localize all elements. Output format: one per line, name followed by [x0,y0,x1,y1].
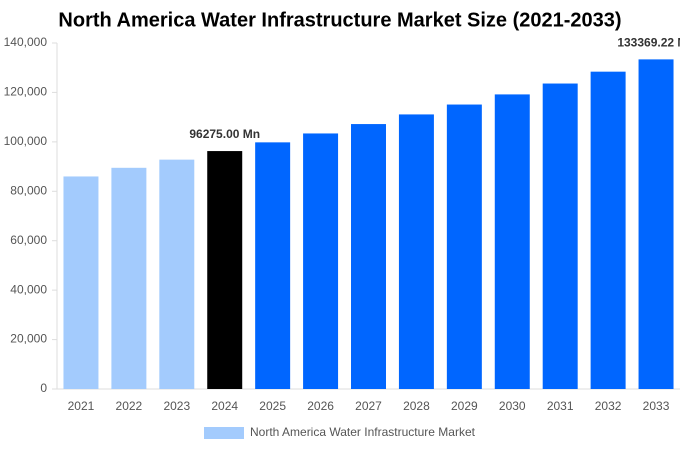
x-tick-label: 2031 [547,399,574,413]
x-tick-label: 2032 [595,399,622,413]
y-tick-label: 80,000 [10,183,47,197]
x-tick-label: 2028 [403,399,430,413]
bar [159,159,195,389]
y-tick-label: 100,000 [4,134,48,148]
x-tick-label: 2022 [116,399,143,413]
x-tick-label: 2021 [68,399,95,413]
bar [351,124,386,389]
bar [303,133,339,389]
bar [494,94,530,390]
bar [63,176,99,389]
bar [542,83,578,389]
x-tick-label: 2033 [643,399,670,413]
y-tick-label: 120,000 [4,85,48,99]
bar [638,59,674,389]
bar [207,151,243,389]
bar [590,71,626,389]
bar [398,114,434,389]
bar [255,142,291,389]
x-tick-label: 2024 [211,399,238,413]
x-tick-label: 2029 [451,399,478,413]
x-tick-label: 2025 [259,399,286,413]
legend-swatch [204,427,244,439]
y-tick-label: 140,000 [4,35,48,49]
x-tick-label: 2027 [355,399,382,413]
bar [446,104,482,389]
y-tick-label: 40,000 [10,282,47,296]
y-tick-label: 60,000 [10,233,47,247]
x-tick-label: 2026 [307,399,334,413]
bar [111,167,147,389]
x-tick-label: 2030 [499,399,526,413]
value-label: 96275.00 Mn [189,127,260,141]
value-label: 133369.22 Mn [617,36,680,50]
y-tick-label: 20,000 [10,332,47,346]
y-tick-label: 0 [40,381,47,395]
legend-label: North America Water Infrastructure Marke… [250,425,476,439]
x-tick-label: 2023 [163,399,190,413]
chart-title: North America Water Infrastructure Marke… [58,9,621,31]
